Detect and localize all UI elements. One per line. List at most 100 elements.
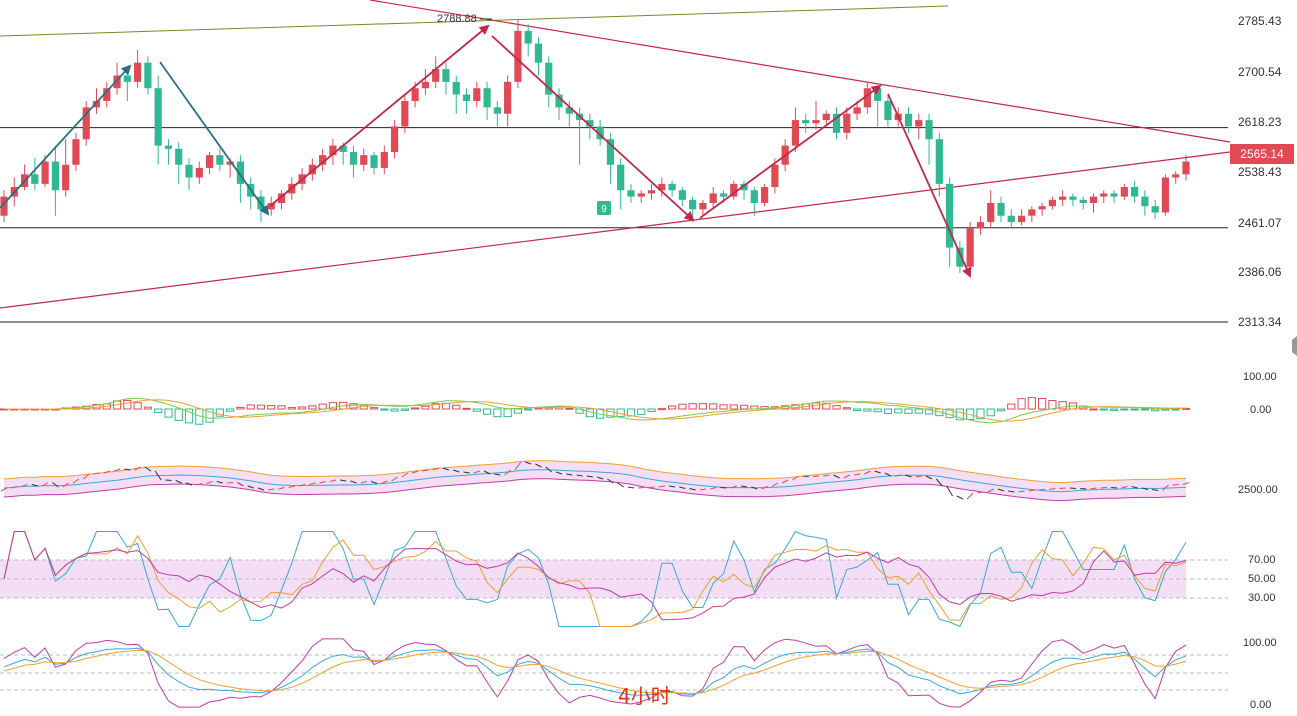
candle-body — [134, 62, 142, 82]
boll-tick — [730, 485, 737, 489]
macd-bar — [678, 403, 687, 410]
boll-tick — [62, 482, 69, 488]
boll-tick — [535, 463, 542, 468]
boll-tick — [216, 481, 223, 484]
candle-body — [946, 183, 954, 248]
macd-bar — [503, 408, 512, 418]
boll-tick — [1039, 489, 1046, 491]
candle-body — [72, 139, 80, 165]
boll-tick — [504, 469, 511, 476]
timeframe-caption: 4小时 — [618, 684, 671, 708]
boll-tick — [391, 476, 398, 482]
macd-bar — [390, 408, 399, 412]
boll-tick — [761, 486, 768, 490]
macd-bar — [184, 408, 194, 424]
boll-tick — [340, 479, 347, 482]
boll-tick — [895, 474, 902, 477]
macd-bar — [277, 405, 286, 410]
candle-body — [390, 126, 399, 152]
scroll-handle[interactable] — [1292, 336, 1297, 356]
macd-bar — [637, 408, 646, 415]
price-tick: 2538.43 — [1238, 165, 1282, 179]
kdj-d — [3, 649, 1187, 695]
candle-body — [740, 183, 748, 191]
signal-marker-label: 9 — [601, 204, 607, 215]
boll-tick — [494, 473, 501, 476]
macd-bar — [873, 408, 882, 413]
price-tick: 2700.54 — [1238, 65, 1282, 79]
boll-tick — [956, 495, 964, 500]
macd-bar — [657, 408, 666, 411]
boll-tick — [833, 474, 840, 479]
macd-bar — [287, 407, 296, 410]
macd-bar — [215, 408, 224, 417]
candle-body — [1007, 215, 1015, 223]
price-tick: 2618.23 — [1238, 115, 1282, 129]
boll-tick — [473, 470, 480, 474]
candle-body — [62, 164, 70, 191]
candle-body — [966, 228, 974, 267]
candle-body — [1069, 196, 1077, 200]
boll-tick — [288, 485, 295, 488]
price-tick: 2386.06 — [1238, 265, 1282, 279]
candle-body — [709, 193, 717, 203]
candle-body — [483, 88, 491, 108]
candle-body — [462, 94, 471, 101]
macd-bar — [297, 406, 307, 410]
candle-body — [226, 161, 234, 165]
macd-bar — [647, 408, 656, 413]
boll-tick — [175, 480, 182, 484]
macd-bar — [1120, 408, 1129, 411]
boll-tick — [925, 475, 933, 480]
candle-body — [82, 107, 90, 140]
boll-tick — [432, 467, 439, 471]
candle-body — [1048, 199, 1056, 207]
macd-bar — [205, 408, 214, 423]
macd-bar — [462, 407, 471, 410]
candle-body — [1131, 187, 1139, 197]
boll-tick — [627, 486, 635, 489]
candle-body — [1079, 199, 1087, 203]
candle-body — [822, 113, 830, 121]
macd-bar — [832, 405, 841, 410]
macd-bar — [894, 408, 903, 414]
macd-bar — [719, 404, 728, 410]
boll-tick — [1069, 487, 1076, 489]
candle-body — [236, 161, 244, 184]
macd-bar — [482, 408, 492, 415]
candle-body — [1059, 196, 1067, 200]
boll-tick — [370, 481, 378, 484]
macd-bar — [1109, 408, 1119, 411]
candle-body — [617, 164, 625, 191]
rsi-slow — [3, 531, 1187, 621]
boll-tick — [1080, 488, 1087, 490]
kdj-j — [3, 638, 1187, 708]
candle-body — [411, 88, 419, 101]
macd-dif-line — [4, 397, 1187, 424]
macd-bar — [976, 408, 985, 420]
macd-bar — [698, 403, 708, 410]
candle-body — [514, 30, 522, 82]
candle-body — [113, 75, 121, 89]
boll-tick — [350, 480, 357, 484]
candle-body — [750, 190, 758, 203]
macd-bar — [904, 408, 913, 414]
candle-body — [606, 139, 615, 165]
macd-bar — [226, 408, 235, 412]
macd-bar — [996, 408, 1006, 412]
candle-body — [308, 164, 316, 175]
macd-bar — [986, 408, 995, 417]
price-axis: 2785.43 2700.54 2618.23 2538.43 2461.07 … — [1238, 14, 1282, 329]
macd-bar — [421, 405, 430, 410]
candle-body — [730, 183, 738, 197]
boll-tick — [257, 487, 265, 491]
boll-tick — [514, 461, 522, 471]
macd-bar — [154, 408, 163, 414]
macd-bar — [369, 407, 379, 410]
candle-body — [678, 190, 686, 200]
boll-tick — [771, 482, 779, 487]
macd-bar — [924, 408, 934, 415]
macd-bar — [349, 403, 358, 410]
boll-tick — [823, 474, 830, 477]
